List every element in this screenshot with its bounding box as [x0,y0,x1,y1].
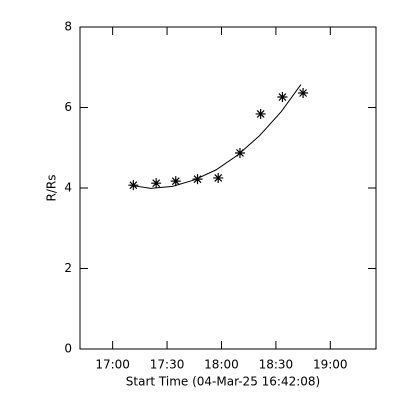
fit-curve [129,84,302,189]
data-point [213,172,224,183]
plot-frame [79,26,377,350]
y-tick-label: 4 [64,181,72,195]
data-point [277,92,288,103]
data-point [151,178,162,189]
x-axis-label: Start Time (04-Mar-25 16:42:08) [126,375,320,389]
y-tick-label: 2 [64,261,72,275]
data-point [192,174,203,185]
x-tick-label: 17:00 [95,358,130,372]
y-tick-label: 6 [64,100,72,114]
y-axis-label: R/Rs [45,175,59,202]
x-tick-label: 18:30 [259,358,294,372]
x-tick-label: 18:00 [204,358,239,372]
data-point [234,147,245,158]
x-tick-label: 17:30 [150,358,185,372]
data-point [170,176,181,187]
x-tick-label: 19:00 [313,358,348,372]
data-point [128,180,139,191]
y-tick-label: 8 [64,20,72,34]
data-point [298,88,309,99]
data-point [255,108,266,119]
y-tick-label: 0 [64,342,72,356]
